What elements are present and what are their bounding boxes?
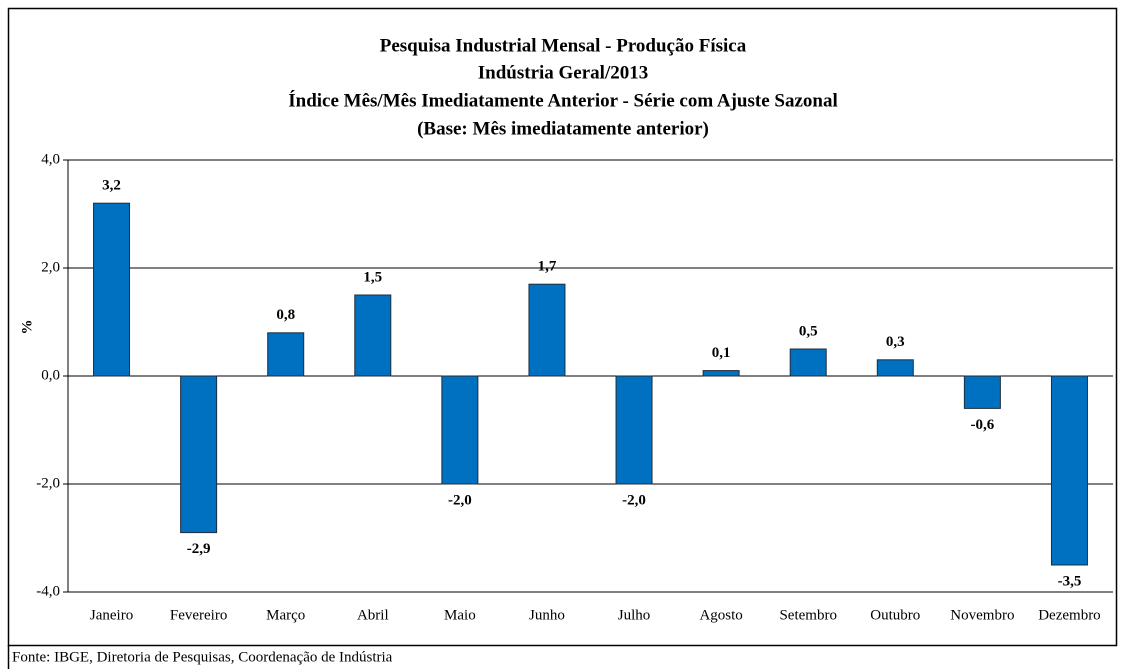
bar xyxy=(789,348,827,377)
bar xyxy=(354,294,392,377)
x-tick-label: Maio xyxy=(444,607,476,623)
value-label: -2,0 xyxy=(448,492,472,508)
x-tick-label: Agosto xyxy=(699,607,742,623)
x-tick-label: Outubro xyxy=(870,607,920,623)
value-label: 0,8 xyxy=(276,307,295,323)
bar xyxy=(93,202,131,377)
bar xyxy=(180,375,218,534)
bar xyxy=(963,375,1001,409)
value-label: -2,0 xyxy=(622,492,646,508)
bar xyxy=(876,359,914,377)
x-tick-label: Dezembro xyxy=(1038,607,1100,623)
chart-title: Indústria Geral/2013 xyxy=(478,62,648,83)
value-label: 1,7 xyxy=(538,259,557,275)
y-tick-label: 0,0 xyxy=(41,367,60,383)
x-tick-label: Abril xyxy=(357,607,389,623)
value-label: 0,1 xyxy=(712,345,731,361)
value-label: 0,5 xyxy=(799,323,818,339)
y-tick-label: -4,0 xyxy=(36,583,60,599)
x-tick-label: Julho xyxy=(618,607,651,623)
x-tick-label: Junho xyxy=(529,607,565,623)
chart-title: Pesquisa Industrial Mensal - Produção Fí… xyxy=(380,35,747,56)
bar xyxy=(528,283,566,377)
x-tick-label: Janeiro xyxy=(90,607,133,623)
chart-title: (Base: Mês imediatamente anterior) xyxy=(417,118,709,139)
bar xyxy=(702,370,740,377)
x-tick-label: Novembro xyxy=(950,607,1014,623)
bar xyxy=(267,332,305,377)
y-tick-label: 2,0 xyxy=(41,259,60,275)
value-label: -3,5 xyxy=(1058,573,1082,589)
value-label: 3,2 xyxy=(102,178,121,194)
bar xyxy=(615,375,653,485)
y-tick-label: -2,0 xyxy=(36,475,60,491)
bar xyxy=(441,375,479,485)
y-tick-label: 4,0 xyxy=(41,151,60,167)
bar xyxy=(1050,375,1088,566)
y-axis-label: % xyxy=(19,320,35,335)
chart-frame xyxy=(7,7,1118,647)
x-tick-label: Fevereiro xyxy=(170,607,227,623)
value-label: 1,5 xyxy=(363,269,382,285)
value-label: 0,3 xyxy=(886,334,905,350)
x-tick-label: Setembro xyxy=(779,607,837,623)
source-note: Fonte: IBGE, Diretoria de Pesquisas, Coo… xyxy=(12,649,393,665)
chart-title: Índice Mês/Mês Imediatamente Anterior - … xyxy=(288,89,838,111)
value-label: -0,6 xyxy=(971,417,995,433)
value-label: -2,9 xyxy=(187,541,211,557)
x-tick-label: Março xyxy=(266,607,305,623)
